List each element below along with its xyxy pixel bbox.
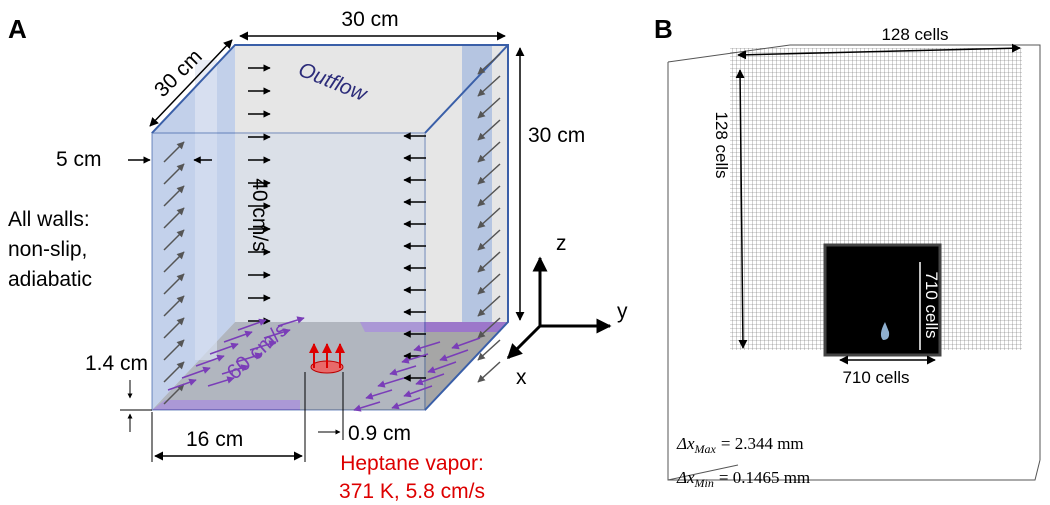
panel-label: B (654, 14, 673, 44)
axis-label: z (556, 232, 567, 255)
dim-height: 30 cm (528, 124, 585, 147)
panel-a: A 30 cm 30 cm 30 cm Outflow 5 cm 40 cm/s… (8, 8, 628, 503)
fuel-label: Heptane vapor: (340, 452, 484, 475)
flow-arrow (478, 362, 500, 382)
refined-bottom: 710 cells (842, 368, 909, 387)
walls-line: All walls: (8, 208, 90, 231)
spacing-subscript: Min (694, 476, 714, 490)
dim-inlet-offset: 16 cm (186, 428, 243, 451)
dim-wall-gap: 5 cm (56, 148, 102, 171)
spacing-max: ΔxMax = 2.344 mm (676, 434, 804, 456)
dim-burner: 0.9 cm (348, 422, 411, 445)
spacing-symbol: Δx (676, 434, 695, 453)
walls-line: adiabatic (8, 268, 92, 291)
spacing-value: = 2.344 mm (721, 434, 804, 453)
axis-x (508, 326, 540, 358)
front-face (152, 133, 425, 410)
axis-label: x (516, 366, 527, 389)
grid-top: 128 cells (881, 25, 948, 44)
spacing-value: = 0.1465 mm (719, 468, 810, 487)
fuel-label: 371 K, 5.8 cm/s (339, 480, 485, 503)
panel-b: B 128 cells 128 cells 710 cells 710 cell… (654, 14, 1040, 490)
spacing-symbol: Δx (676, 468, 695, 487)
spacing-subscript: Max (694, 442, 717, 456)
spacing-min: ΔxMin = 0.1465 mm (676, 468, 810, 490)
dim-width: 30 cm (341, 8, 398, 31)
dim-inlet-height: 1.4 cm (85, 352, 148, 375)
walls-line: non-slip, (8, 238, 87, 261)
panel-label: A (8, 14, 27, 44)
side-velocity: 40 cm/s (248, 178, 271, 252)
axis-label: y (617, 300, 628, 323)
grid-side: 128 cells (712, 111, 731, 178)
refined-side: 710 cells (922, 271, 941, 338)
figure: A 30 cm 30 cm 30 cm Outflow 5 cm 40 cm/s… (0, 0, 1050, 505)
